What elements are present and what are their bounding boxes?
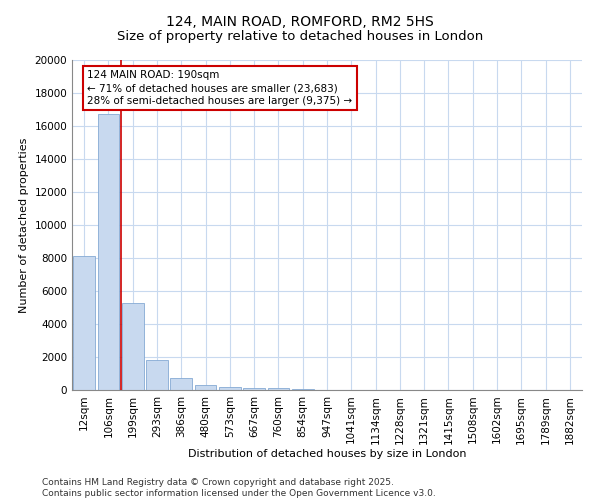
Bar bbox=[243, 388, 265, 390]
Y-axis label: Number of detached properties: Number of detached properties bbox=[19, 138, 29, 312]
Text: 124 MAIN ROAD: 190sqm
← 71% of detached houses are smaller (23,683)
28% of semi-: 124 MAIN ROAD: 190sqm ← 71% of detached … bbox=[88, 70, 352, 106]
Bar bbox=[146, 360, 168, 390]
Bar bbox=[97, 114, 119, 390]
Bar bbox=[194, 385, 217, 390]
Text: Size of property relative to detached houses in London: Size of property relative to detached ho… bbox=[117, 30, 483, 43]
Bar bbox=[170, 378, 192, 390]
Bar bbox=[219, 386, 241, 390]
Bar bbox=[122, 302, 143, 390]
Bar bbox=[73, 256, 95, 390]
X-axis label: Distribution of detached houses by size in London: Distribution of detached houses by size … bbox=[188, 449, 466, 459]
Bar bbox=[292, 389, 314, 390]
Text: 124, MAIN ROAD, ROMFORD, RM2 5HS: 124, MAIN ROAD, ROMFORD, RM2 5HS bbox=[166, 15, 434, 29]
Bar bbox=[268, 388, 289, 390]
Text: Contains HM Land Registry data © Crown copyright and database right 2025.
Contai: Contains HM Land Registry data © Crown c… bbox=[42, 478, 436, 498]
